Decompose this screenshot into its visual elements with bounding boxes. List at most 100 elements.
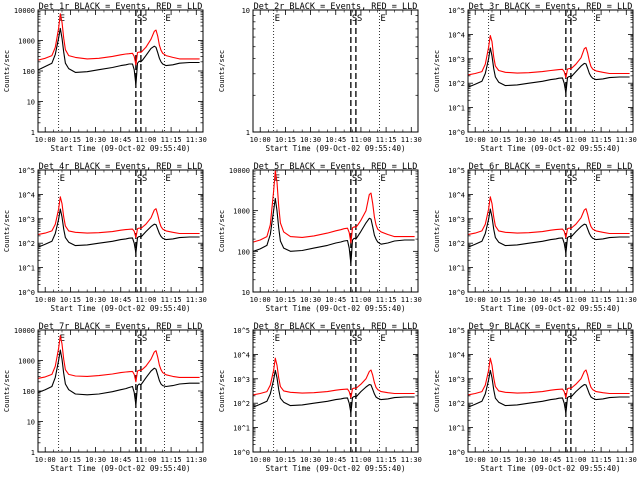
y-tick-label: 10 xyxy=(242,7,250,15)
x-tick-label: 10:30 xyxy=(85,296,106,304)
x-tick-label: 11:00 xyxy=(565,296,586,304)
panel-title: Det 7r BLACK = Events, RED = LLD xyxy=(39,322,203,332)
x-axis-label: Start Time (09-Oct-02 09:55:40) xyxy=(266,144,406,153)
y-tick-label: 10^5 xyxy=(18,167,35,175)
x-tick-label: 10:30 xyxy=(300,136,321,144)
marker-label: E xyxy=(380,14,385,24)
x-tick-label: 11:15 xyxy=(161,296,182,304)
x-tick-label: 10:45 xyxy=(325,296,346,304)
y-tick-label: 10^0 xyxy=(448,129,465,137)
y-tick-label: 10 xyxy=(27,99,35,107)
panel-title: Det 4r BLACK = Events, RED = LLD xyxy=(39,162,203,172)
y-axis-label: Counts/sec xyxy=(433,210,441,252)
y-tick-label: 10000 xyxy=(14,327,35,335)
y-tick-label: 10^5 xyxy=(233,327,250,335)
x-tick-label: 11:00 xyxy=(135,136,156,144)
lld-series-line xyxy=(468,357,630,399)
y-tick-label: 10^5 xyxy=(448,7,465,15)
y-tick-label: 10000 xyxy=(229,167,250,175)
lld-series-line xyxy=(468,196,630,239)
y-tick-label: 1000 xyxy=(233,208,250,216)
lld-series-line xyxy=(38,13,200,66)
y-tick-label: 10^4 xyxy=(448,31,465,39)
marker-label: E xyxy=(380,174,385,184)
x-tick-label: 11:00 xyxy=(565,136,586,144)
x-tick-label: 11:30 xyxy=(616,296,637,304)
x-tick-label: 11:30 xyxy=(186,456,207,464)
events-series-line xyxy=(468,47,630,94)
x-tick-label: 11:15 xyxy=(376,296,397,304)
y-tick-label: 10^3 xyxy=(448,216,465,224)
events-series-line xyxy=(38,349,200,406)
marker-label: S xyxy=(142,334,147,344)
events-series-line xyxy=(38,27,200,86)
lld-series-line xyxy=(468,34,630,79)
x-axis-label: Start Time (09-Oct-02 09:55:40) xyxy=(481,464,621,473)
x-tick-label: 10:00 xyxy=(250,296,271,304)
x-tick-label: 10:15 xyxy=(490,136,511,144)
x-tick-label: 10:45 xyxy=(325,136,346,144)
panel-5: Det 5r BLACK = Events, RED = LLD 10 100 100… xyxy=(218,162,422,313)
panel-title: Det 2r BLACK = Events, RED = LLD xyxy=(254,2,418,12)
panel-9: Det 9r BLACK = Events, RED = LLD 10^0 10^1… xyxy=(433,322,637,473)
y-tick-label: 10^3 xyxy=(448,56,465,64)
marker-label: E xyxy=(490,14,495,24)
lld-series-line xyxy=(38,335,200,383)
x-tick-label: 11:00 xyxy=(350,456,371,464)
x-tick-label: 10:00 xyxy=(465,296,486,304)
x-tick-label: 10:15 xyxy=(275,136,296,144)
x-tick-label: 11:15 xyxy=(376,136,397,144)
y-tick-label: 1 xyxy=(31,129,35,137)
plot-frame xyxy=(467,169,634,293)
y-tick-label: 10^2 xyxy=(233,400,250,408)
panel-title: Det 1r BLACK = Events, RED = LLD xyxy=(39,2,203,12)
x-tick-label: 10:00 xyxy=(35,136,56,144)
events-series-line xyxy=(468,369,630,414)
x-tick-label: 11:00 xyxy=(350,136,371,144)
marker-label: E xyxy=(60,14,65,24)
x-tick-label: 10:00 xyxy=(250,456,271,464)
panel-4: Det 4r BLACK = Events, RED = LLD 10^0 10^1… xyxy=(3,162,207,313)
y-tick-label: 10 xyxy=(27,419,35,427)
x-tick-label: 11:15 xyxy=(376,456,397,464)
events-series-line xyxy=(253,369,415,414)
y-tick-label: 1 xyxy=(31,449,35,457)
marker-label: E xyxy=(275,14,280,24)
plot-frame xyxy=(252,9,419,133)
panel-3: Det 3r BLACK = Events, RED = LLD 10^0 10^1… xyxy=(433,2,637,153)
x-tick-label: 10:15 xyxy=(275,296,296,304)
x-tick-label: 10:30 xyxy=(515,136,536,144)
x-tick-label: 10:45 xyxy=(540,136,561,144)
y-tick-label: 1000 xyxy=(18,38,35,46)
y-tick-label: 10^2 xyxy=(448,400,465,408)
y-axis-label: Counts/sec xyxy=(218,370,226,412)
lld-series-line xyxy=(253,170,415,244)
x-tick-label: 11:00 xyxy=(135,296,156,304)
panel-1: Det 1r BLACK = Events, RED = LLD 1 10 100 10… xyxy=(3,2,207,153)
y-tick-label: 100 xyxy=(22,388,35,396)
x-tick-label: 10:30 xyxy=(300,296,321,304)
marker-label: E xyxy=(380,334,385,344)
x-tick-label: 10:00 xyxy=(35,296,56,304)
x-tick-label: 11:15 xyxy=(591,136,612,144)
y-tick-label: 10^0 xyxy=(448,449,465,457)
y-tick-label: 10^0 xyxy=(233,449,250,457)
x-tick-label: 10:00 xyxy=(250,136,271,144)
marker-label: E xyxy=(165,334,170,344)
panel-title: Det 8r BLACK = Events, RED = LLD xyxy=(254,322,418,332)
x-tick-label: 10:15 xyxy=(490,456,511,464)
y-tick-label: 10000 xyxy=(14,7,35,15)
events-series-line xyxy=(468,208,630,254)
marker-label: E xyxy=(595,14,600,24)
events-series-line xyxy=(38,208,200,254)
marker-label: S xyxy=(352,174,357,184)
marker-label: S xyxy=(567,174,572,184)
y-tick-label: 10 xyxy=(242,289,250,297)
marker-label: E xyxy=(595,334,600,344)
y-tick-label: 10^5 xyxy=(448,167,465,175)
x-tick-label: 10:45 xyxy=(110,456,131,464)
y-tick-label: 10^5 xyxy=(448,327,465,335)
x-tick-label: 11:00 xyxy=(565,456,586,464)
y-axis-label: Counts/sec xyxy=(3,50,11,92)
y-tick-label: 10^1 xyxy=(233,425,250,433)
